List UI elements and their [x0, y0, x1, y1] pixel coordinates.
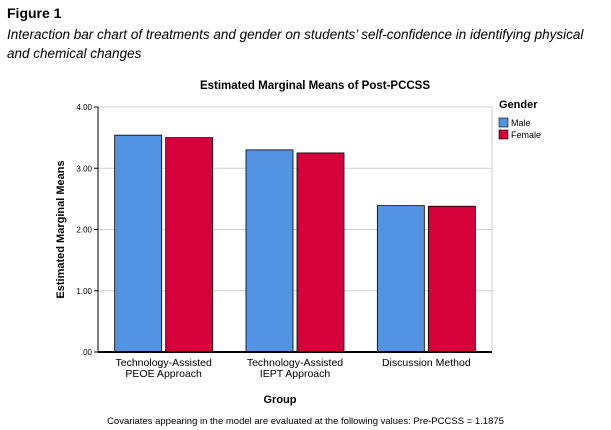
y-tick-label: 4.00 — [76, 103, 92, 112]
y-tick-label: .00 — [81, 348, 93, 357]
chart-title: Estimated Marginal Means of Post-PCCSS — [200, 80, 430, 92]
bar-male-1 — [114, 134, 163, 353]
y-tick-label: 2.00 — [76, 226, 92, 235]
legend-swatch-male — [498, 117, 509, 128]
legend-title: Gender — [499, 99, 538, 111]
x-tick-label: PEOE Approach — [125, 368, 202, 380]
x-tick-label: Discussion Method — [382, 357, 471, 369]
bar-female-2 — [296, 152, 345, 353]
chart-footnote: Covariates appearing in the model are ev… — [107, 416, 504, 427]
x-tick-label: Technology-Assisted — [116, 357, 212, 369]
bar-female-3 — [427, 205, 476, 353]
x-tick-label: IEPT Approach — [260, 368, 331, 380]
bar-male-3 — [376, 205, 425, 353]
legend-label-female: Female — [511, 130, 541, 140]
y-axis-label: Estimated Marginal Means — [55, 160, 67, 298]
legend-label-male: Male — [511, 118, 531, 128]
x-axis-label: Group — [264, 394, 297, 406]
legend-swatch-female — [498, 129, 509, 140]
y-tick-label: 3.00 — [76, 164, 92, 173]
bar-male-2 — [245, 149, 294, 353]
bar-female-1 — [165, 137, 214, 353]
x-tick-label: Technology-Assisted — [247, 357, 343, 369]
y-tick-label: 1.00 — [76, 287, 92, 296]
figure-caption: Interaction bar chart of treatments and … — [7, 27, 584, 61]
figure-label: Figure 1 — [7, 5, 62, 21]
